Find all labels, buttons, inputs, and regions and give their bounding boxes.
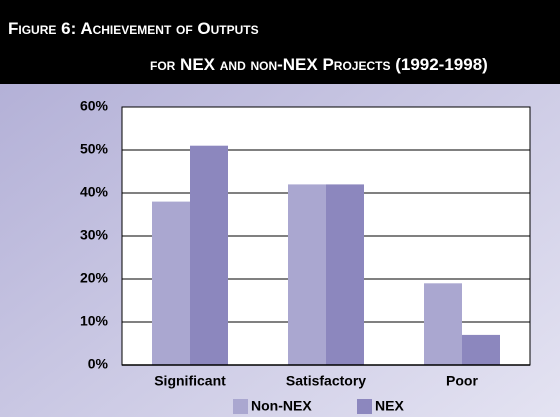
y-tick-label: 40%: [80, 184, 109, 200]
bar: [424, 283, 462, 365]
bar: [152, 201, 190, 365]
legend-label: Non-NEX: [251, 398, 312, 414]
x-tick-label: Satisfactory: [286, 373, 366, 389]
bar: [190, 145, 228, 365]
y-tick-label: 0%: [88, 356, 109, 372]
y-tick-label: 10%: [80, 313, 109, 329]
legend-label: NEX: [375, 398, 404, 414]
legend-swatch: [357, 399, 372, 414]
y-tick-label: 20%: [80, 270, 109, 286]
header: [0, 0, 560, 84]
legend-swatch: [233, 399, 248, 414]
bar: [288, 184, 326, 365]
x-tick-label: Poor: [446, 373, 478, 389]
y-tick-label: 30%: [80, 227, 109, 243]
x-tick-label: Significant: [154, 373, 226, 389]
y-tick-label: 60%: [80, 98, 109, 114]
bar: [326, 184, 364, 365]
chart-subtitle: for NEX and non-NEX Projects (1992-1998): [150, 55, 488, 74]
y-tick-label: 50%: [80, 141, 109, 157]
bar: [462, 334, 500, 365]
chart-title: Figure 6: Achievement of Outputs: [8, 19, 259, 38]
